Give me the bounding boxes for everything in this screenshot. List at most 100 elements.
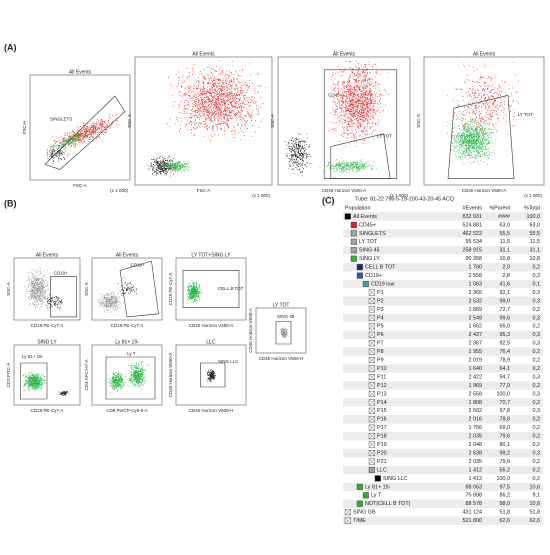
dot: [96, 134, 98, 135]
dot: [348, 143, 350, 145]
dot: [247, 120, 248, 122]
dot: [232, 82, 234, 84]
dot: [197, 105, 199, 107]
dot: [83, 129, 85, 131]
dot: [366, 119, 368, 121]
dot: [199, 95, 201, 97]
dot: [165, 170, 167, 172]
dot: [77, 134, 79, 136]
dot: [231, 93, 233, 95]
dot: [337, 72, 339, 74]
dot: [299, 140, 300, 142]
dot: [496, 131, 497, 133]
dot: [228, 96, 230, 98]
dot: [343, 168, 345, 170]
dot: [237, 109, 239, 111]
dot: [473, 67, 474, 69]
dot: [362, 101, 364, 103]
dot: [387, 71, 389, 73]
dot: [217, 83, 219, 85]
dot: [298, 164, 300, 165]
dot: [350, 164, 352, 166]
dot: [353, 105, 355, 107]
dot: [193, 128, 195, 129]
dot: [468, 107, 470, 109]
dot: [350, 92, 352, 94]
dot: [306, 162, 308, 163]
dot: [59, 148, 61, 150]
dot: [163, 170, 165, 171]
dot: [352, 73, 354, 75]
dot: [241, 110, 243, 112]
dot: [459, 110, 460, 112]
dot: [91, 131, 93, 133]
dot: [69, 140, 71, 141]
dot: [208, 78, 210, 80]
dot: [106, 126, 108, 128]
dot: [290, 159, 291, 161]
dot: [168, 155, 170, 157]
dot: [216, 118, 218, 120]
dot: [100, 132, 102, 133]
dot: [91, 136, 93, 137]
dot: [227, 89, 229, 91]
dot: [85, 137, 87, 138]
dot: [337, 80, 339, 82]
dot: [158, 167, 160, 169]
dot: [170, 162, 172, 164]
dot: [189, 90, 191, 91]
dot: [500, 95, 501, 97]
dot: [300, 155, 302, 157]
dot: [342, 170, 344, 172]
dot: [509, 106, 511, 108]
dot: [199, 107, 201, 109]
dot: [357, 86, 359, 88]
dot: [186, 166, 188, 168]
dot: [231, 109, 233, 111]
dot: [202, 104, 204, 106]
dot: [354, 139, 356, 141]
dot: [509, 96, 511, 98]
dot: [500, 98, 501, 100]
dot: [212, 120, 214, 122]
dots: [284, 60, 389, 177]
dot: [80, 141, 82, 143]
dot: [360, 164, 362, 166]
dot: [79, 137, 81, 139]
dot: [362, 167, 364, 168]
dot: [102, 122, 104, 124]
dot: [224, 81, 226, 83]
dot: [349, 169, 351, 170]
dot: [341, 95, 342, 97]
dot: [168, 165, 169, 167]
dot: [493, 126, 495, 128]
dot: [357, 109, 359, 111]
dot: [233, 88, 235, 90]
dot: [162, 159, 164, 161]
dot: [158, 161, 160, 163]
dot: [159, 156, 160, 158]
dot: [380, 132, 382, 134]
dot: [95, 129, 97, 131]
dot: [349, 94, 350, 96]
dot: [169, 164, 171, 166]
dot: [182, 82, 183, 83]
dot: [352, 101, 354, 103]
dot: [475, 133, 477, 134]
dot: [224, 105, 226, 106]
dot: [224, 96, 226, 98]
dot: [161, 161, 163, 163]
dot: [360, 111, 362, 113]
dot: [218, 113, 219, 114]
dot: [478, 122, 479, 124]
dot: [231, 110, 232, 112]
dot: [194, 97, 196, 99]
dot: [474, 106, 476, 108]
dot: [506, 115, 507, 117]
dot: [367, 160, 369, 162]
dot: [221, 102, 223, 103]
dot: [182, 169, 184, 171]
dot: [467, 91, 469, 92]
dot: [183, 161, 185, 163]
dot: [360, 94, 362, 96]
